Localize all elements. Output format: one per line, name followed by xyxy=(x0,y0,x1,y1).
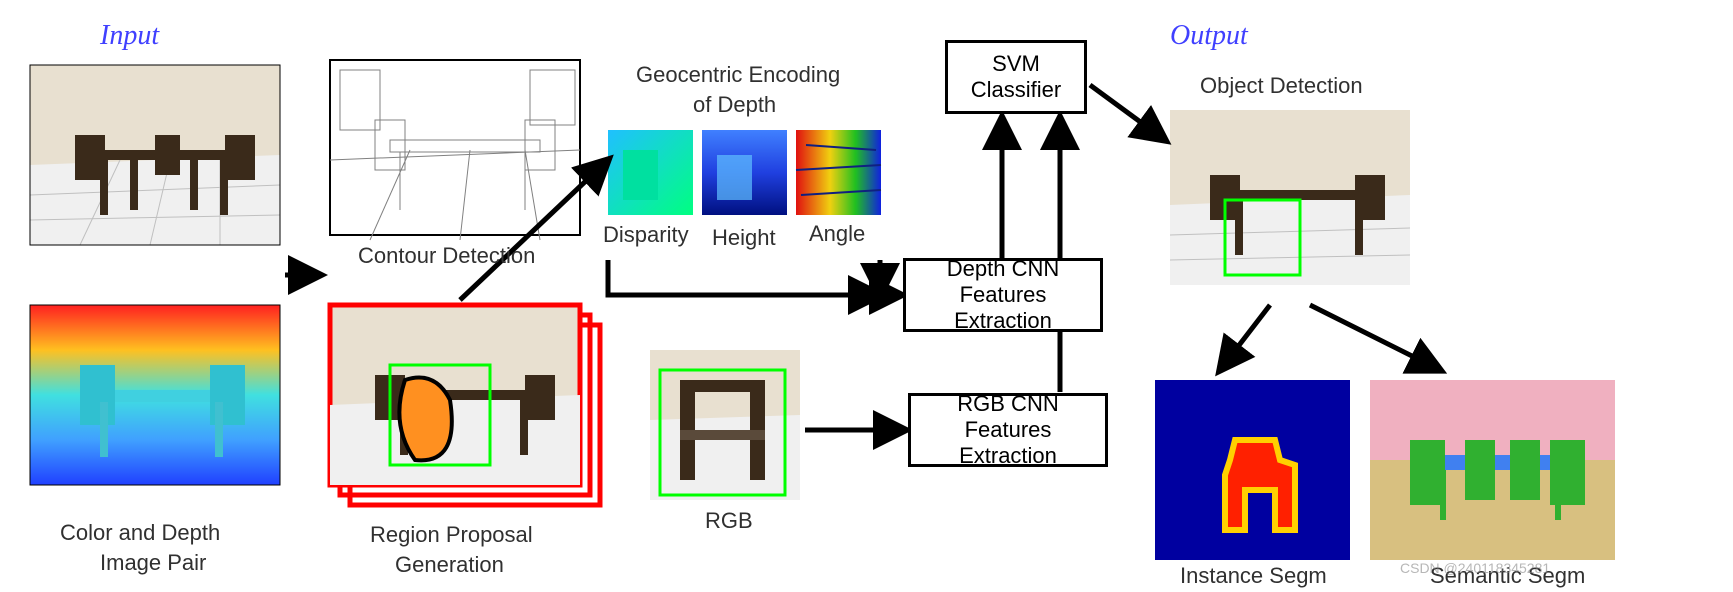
rgb-cnn-box: RGB CNN Features Extraction xyxy=(908,393,1108,467)
disparity-thumb xyxy=(608,130,693,215)
input-depth-image xyxy=(30,305,280,485)
arrow-svm-detection xyxy=(1090,85,1165,140)
depth-cnn-box: Depth CNN Features Extraction xyxy=(903,258,1103,332)
disparity-caption: Disparity xyxy=(603,222,689,248)
object-detection-caption: Object Detection xyxy=(1200,73,1363,99)
region-proposal-caption2: Generation xyxy=(395,552,504,578)
rgb-cnn-l2: Extraction xyxy=(917,443,1099,469)
height-caption: Height xyxy=(712,225,776,251)
output-header: Output xyxy=(1170,20,1248,52)
depth-cnn-l1: Depth CNN xyxy=(912,256,1094,282)
svm-l1: SVM xyxy=(971,51,1061,77)
arrow-det-semantic xyxy=(1310,305,1440,370)
depth-cnn-l2: Features Extraction xyxy=(912,282,1094,334)
svm-l2: Classifier xyxy=(971,77,1061,103)
watermark: CSDN @240118345281 xyxy=(1400,560,1550,576)
geocentric-caption2: of Depth xyxy=(693,92,776,118)
input-rgb-image xyxy=(30,65,280,245)
output-semantic-image xyxy=(1370,380,1615,560)
region-proposal-caption1: Region Proposal xyxy=(370,522,533,548)
geocentric-caption1: Geocentric Encoding xyxy=(636,62,840,88)
color-depth-caption2: Image Pair xyxy=(100,550,206,576)
arrow-geo-depthcnn xyxy=(608,260,880,295)
height-thumb xyxy=(702,130,787,215)
rgb-cnn-l1: RGB CNN Features xyxy=(917,391,1099,443)
color-depth-caption1: Color and Depth xyxy=(60,520,220,546)
angle-thumb xyxy=(796,130,881,215)
rgb-crop-image xyxy=(650,350,800,500)
contour-caption: Contour Detection xyxy=(358,243,535,269)
output-detection-image xyxy=(1170,110,1410,285)
arrow-proposal-geo xyxy=(460,160,608,300)
angle-caption: Angle xyxy=(809,221,865,247)
instance-seg-caption: Instance Segm xyxy=(1180,563,1327,589)
output-instance-image xyxy=(1155,380,1350,560)
svm-classifier-box: SVM Classifier xyxy=(945,40,1087,114)
contour-detection-image xyxy=(330,60,580,240)
arrow-det-instance xyxy=(1220,305,1270,370)
input-header: Input xyxy=(100,20,159,52)
rgb-caption: RGB xyxy=(705,508,753,534)
region-proposal-stack xyxy=(330,305,600,505)
